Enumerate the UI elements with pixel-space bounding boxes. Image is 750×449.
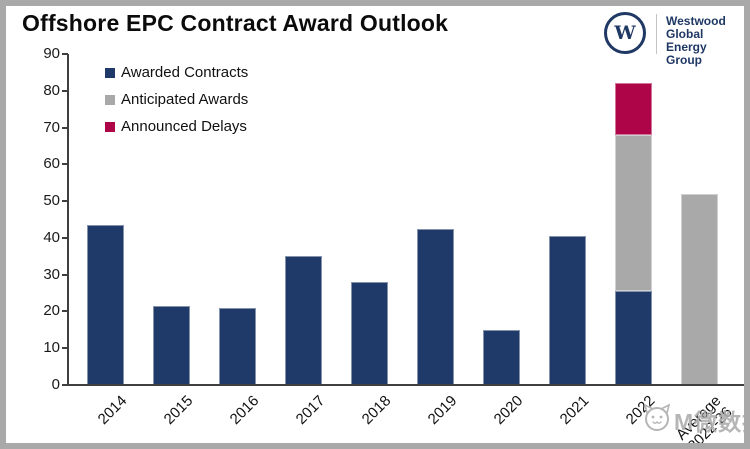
legend-item-awarded: Awarded Contracts <box>105 59 248 86</box>
y-axis-tick <box>62 53 68 55</box>
legend-label-anticipated: Anticipated Awards <box>121 91 249 108</box>
y-axis-tick <box>62 347 68 350</box>
logo-circle: W <box>604 12 646 54</box>
y-axis-tick <box>62 236 68 239</box>
legend-swatch-awarded <box>105 67 115 78</box>
y-axis <box>67 54 69 386</box>
bottom-frame-tick <box>138 443 139 447</box>
chart-legend: Awarded Contracts Anticipated Awards Ann… <box>105 59 248 140</box>
bottom-frame-tick <box>600 443 601 447</box>
y-axis-label: 80 <box>43 81 60 99</box>
bottom-frame-tick <box>402 443 403 447</box>
bottom-frame-tick <box>72 443 73 447</box>
legend-label-delays: Announced Delays <box>121 118 247 135</box>
watermark-text: M微数据 <box>674 409 744 435</box>
y-axis-label: 40 <box>43 228 60 246</box>
y-axis-tick <box>62 384 68 386</box>
bar-segment <box>482 329 520 385</box>
y-axis-label: 10 <box>43 339 60 357</box>
legend-label-awarded: Awarded Contracts <box>121 64 249 81</box>
westwood-logo: W Westwood Global Energy Group <box>604 10 744 67</box>
legend-swatch-anticipated <box>105 94 115 105</box>
x-axis <box>67 384 744 386</box>
logo-separator <box>656 14 657 54</box>
y-axis-label: 0 <box>51 376 60 393</box>
logo-text: Westwood Global Energy Group <box>666 14 744 67</box>
bar-segment <box>614 134 652 292</box>
y-axis-tick <box>62 126 68 129</box>
bar-segment <box>548 236 586 385</box>
chart-bottom-frame <box>6 446 744 447</box>
bar-segment <box>680 193 718 385</box>
bar-segment <box>614 291 652 385</box>
x-axis-label: 2014 <box>94 392 131 428</box>
bottom-frame-tick <box>270 443 271 447</box>
y-axis-label: 20 <box>43 302 60 320</box>
y-axis-tick <box>62 200 68 203</box>
bar-segment <box>284 256 322 385</box>
bottom-frame-tick <box>336 443 337 447</box>
bar-segment <box>614 83 652 135</box>
logo-line-2: Global Energy <box>666 27 707 54</box>
cat-face-icon <box>643 403 671 431</box>
bar-segment <box>218 307 256 385</box>
y-axis-tick <box>62 163 68 166</box>
y-axis-tick <box>62 310 68 313</box>
bottom-frame-tick <box>204 443 205 447</box>
bar-segment <box>416 228 454 385</box>
y-axis-label: 50 <box>43 192 60 210</box>
bar-segment <box>86 225 124 385</box>
y-axis-label: 70 <box>43 118 60 136</box>
bar-segment <box>152 305 190 385</box>
logo-line-3: Group <box>666 53 702 67</box>
legend-item-delays: Announced Delays <box>105 113 248 140</box>
bottom-frame-tick <box>468 443 469 447</box>
bar-segment <box>350 282 388 385</box>
bottom-frame-tick <box>666 443 667 447</box>
watermark: M微数据 <box>642 401 744 435</box>
bottom-frame-tick <box>534 443 535 447</box>
y-axis-label: 30 <box>43 265 60 283</box>
logo-w-monogram-icon: W <box>614 21 636 44</box>
logo-line-1: Westwood <box>666 14 726 28</box>
y-axis-tick <box>62 89 68 92</box>
y-axis-label: 60 <box>43 155 60 173</box>
chart-title: Offshore EPC Contract Award Outlook <box>22 10 449 36</box>
legend-item-anticipated: Anticipated Awards <box>105 86 248 113</box>
y-axis-tick <box>62 273 68 276</box>
y-axis-label: 90 <box>43 45 60 62</box>
legend-swatch-delays <box>105 121 115 132</box>
